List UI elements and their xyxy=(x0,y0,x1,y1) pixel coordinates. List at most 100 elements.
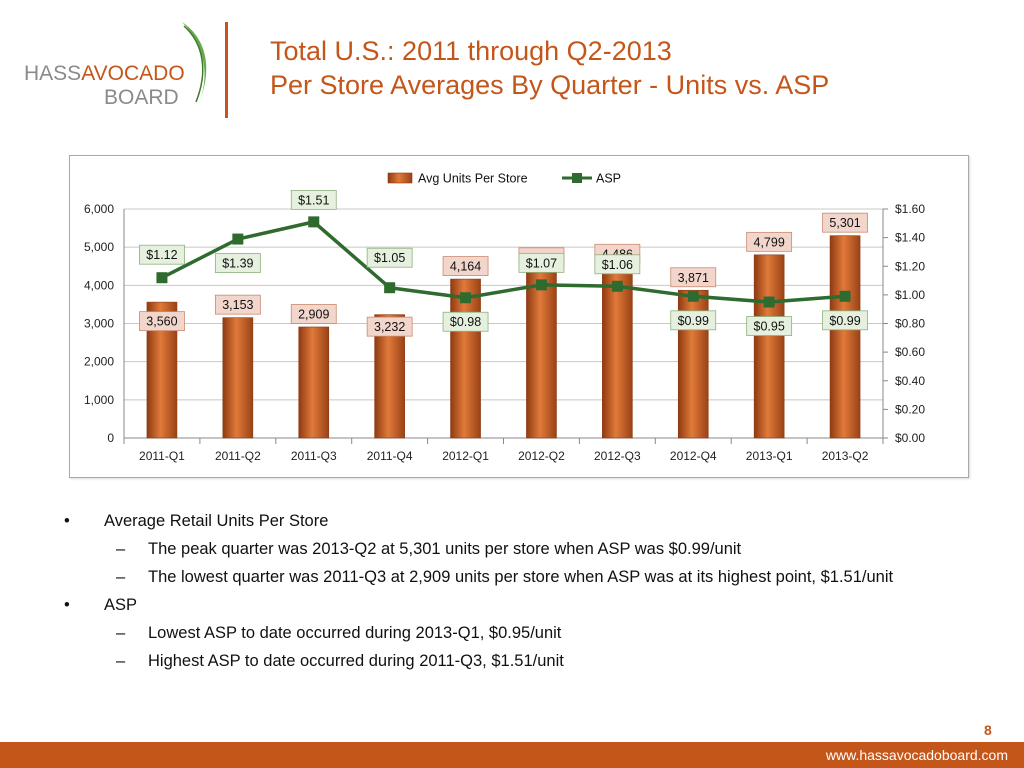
units-data-label: 3,232 xyxy=(374,320,405,334)
x-tick-label: 2012-Q3 xyxy=(594,449,641,463)
asp-point xyxy=(384,282,396,294)
y-right-tick-label: $1.40 xyxy=(895,231,925,245)
sub-bullet-text: The peak quarter was 2013-Q2 at 5,301 un… xyxy=(148,540,742,558)
x-tick-label: 2011-Q3 xyxy=(291,449,337,463)
units-data-label: 3,153 xyxy=(222,298,253,312)
bar xyxy=(753,254,785,439)
asp-data-label-box xyxy=(366,247,413,268)
bar xyxy=(829,235,861,439)
y-left-tick-label: 0 xyxy=(107,431,114,445)
sub-bullet-marker: – xyxy=(116,652,126,670)
units-vs-asp-chart: 0 1,000 2,000 3,000 4,000 5,000 6,000 $0.00 $0.2… xyxy=(69,155,969,478)
units-data-label-box xyxy=(139,311,185,332)
units-data-label: 4,164 xyxy=(450,260,481,274)
sub-bullet-text: Highest ASP to date occurred during 2011… xyxy=(148,652,564,670)
page-number: 8 xyxy=(984,722,992,738)
bullet-marker: • xyxy=(64,512,70,530)
bullet-text: ASP xyxy=(104,596,138,614)
asp-data-label-box xyxy=(442,311,489,332)
asp-data-label: $0.99 xyxy=(829,314,860,328)
units-data-label: 2,909 xyxy=(298,307,329,321)
asp-data-label-box xyxy=(746,316,793,336)
x-tick-label: 2011-Q2 xyxy=(215,449,261,463)
asp-data-label: $0.99 xyxy=(678,314,709,328)
y-left-tick-label: 2,000 xyxy=(84,355,114,369)
bar xyxy=(602,266,633,439)
asp-point xyxy=(535,279,547,291)
logo-word-hass: HASS xyxy=(24,62,82,85)
y-right-tick-label: $1.00 xyxy=(895,288,925,302)
legend-marker-asp xyxy=(572,173,582,183)
asp-data-label-box xyxy=(290,189,337,210)
sub-bullet-marker: – xyxy=(116,540,126,558)
avocado-leaf-icon xyxy=(182,22,207,106)
asp-data-label-box xyxy=(518,252,565,273)
x-tick-label: 2012-Q1 xyxy=(442,449,489,463)
units-data-label: 3,560 xyxy=(146,315,177,329)
asp-data-label-box xyxy=(594,254,641,275)
sub-bullet-marker: – xyxy=(116,624,126,642)
asp-data-label-box xyxy=(822,310,868,331)
units-data-label-box xyxy=(214,294,261,315)
y-right-tick-label: $0.80 xyxy=(895,317,925,331)
units-data-label: 4,799 xyxy=(754,235,785,249)
bar xyxy=(450,278,481,439)
hass-avocado-board-logo: HASSAVOCADO BOARD xyxy=(20,18,220,118)
sub-bullet-item: – The lowest quarter was 2011-Q3 at 2,909… xyxy=(60,566,960,588)
y-right-tick-label: $1.60 xyxy=(895,202,925,216)
sub-bullet-text: Lowest ASP to date occurred during 2013-… xyxy=(148,624,562,642)
x-tick-label: 2012-Q4 xyxy=(670,449,717,463)
header-divider xyxy=(225,22,228,118)
asp-point xyxy=(763,296,775,308)
y-left-tick-label: 1,000 xyxy=(84,393,114,407)
asp-data-label: $1.06 xyxy=(602,258,633,272)
y-right-tick-label: $0.00 xyxy=(895,431,925,445)
asp-point xyxy=(156,272,168,284)
legend-label-asp: ASP xyxy=(596,172,621,186)
units-data-label-box xyxy=(670,267,717,288)
sub-bullet-item: – The peak quarter was 2013-Q2 at 5,301 u… xyxy=(60,538,960,560)
asp-point xyxy=(308,216,320,228)
y-right-tick-label: $0.60 xyxy=(895,345,925,359)
units-data-label-box xyxy=(366,316,413,337)
asp-point xyxy=(232,233,244,245)
asp-point xyxy=(839,290,851,302)
sub-bullet-marker: – xyxy=(116,568,126,586)
asp-data-label: $1.07 xyxy=(526,256,557,270)
y-right-tick-label: $0.20 xyxy=(895,402,925,416)
units-data-label-box xyxy=(822,212,868,233)
bar xyxy=(222,317,254,439)
bullet-item: • ASP xyxy=(60,594,960,616)
bullet-item: • Average Retail Units Per Store xyxy=(60,510,960,532)
slide-title-line1: Total U.S.: 2011 through Q2-2013 xyxy=(270,36,672,66)
logo-word-avocado: AVOCADO xyxy=(81,62,185,85)
asp-data-label-box xyxy=(139,244,185,265)
sub-bullet-item: – Lowest ASP to date occurred during 2013… xyxy=(60,622,960,644)
y-left-tick-label: 6,000 xyxy=(84,202,114,216)
asp-data-label: $1.12 xyxy=(146,248,177,262)
x-tick-label: 2011-Q1 xyxy=(139,449,185,463)
asp-line xyxy=(161,220,846,304)
bullet-text: Average Retail Units Per Store xyxy=(104,512,329,530)
asp-data-label-box xyxy=(670,310,717,331)
asp-data-label: $0.98 xyxy=(450,315,481,329)
asp-data-label-box xyxy=(214,253,261,273)
bar xyxy=(298,326,330,439)
footer-url: www.hassavocadoboard.com xyxy=(825,747,1008,763)
units-data-label: 3,871 xyxy=(678,271,709,285)
asp-point xyxy=(460,292,472,304)
asp-data-label: $1.39 xyxy=(222,257,253,271)
units-data-label-box xyxy=(290,304,337,324)
chart-svg: 0 1,000 2,000 3,000 4,000 5,000 6,000 $0.00 $0.2… xyxy=(84,172,925,464)
slide-title: Total U.S.: 2011 through Q2-2013 Per Sto… xyxy=(270,34,829,102)
y-left-tick-label: 3,000 xyxy=(84,317,114,331)
asp-point xyxy=(611,280,623,292)
logo-word-board: BOARD xyxy=(104,86,179,109)
bullet-list: • Average Retail Units Per Store – The peak… xyxy=(60,510,960,678)
slide-title-line2: Per Store Averages By Quarter - Units vs… xyxy=(270,70,830,100)
legend-label-units: Avg Units Per Store xyxy=(418,172,528,186)
units-data-label-box xyxy=(746,231,793,252)
bullet-marker: • xyxy=(64,596,70,614)
asp-data-label: $1.05 xyxy=(374,251,405,265)
y-right-tick-label: $0.40 xyxy=(895,374,925,388)
